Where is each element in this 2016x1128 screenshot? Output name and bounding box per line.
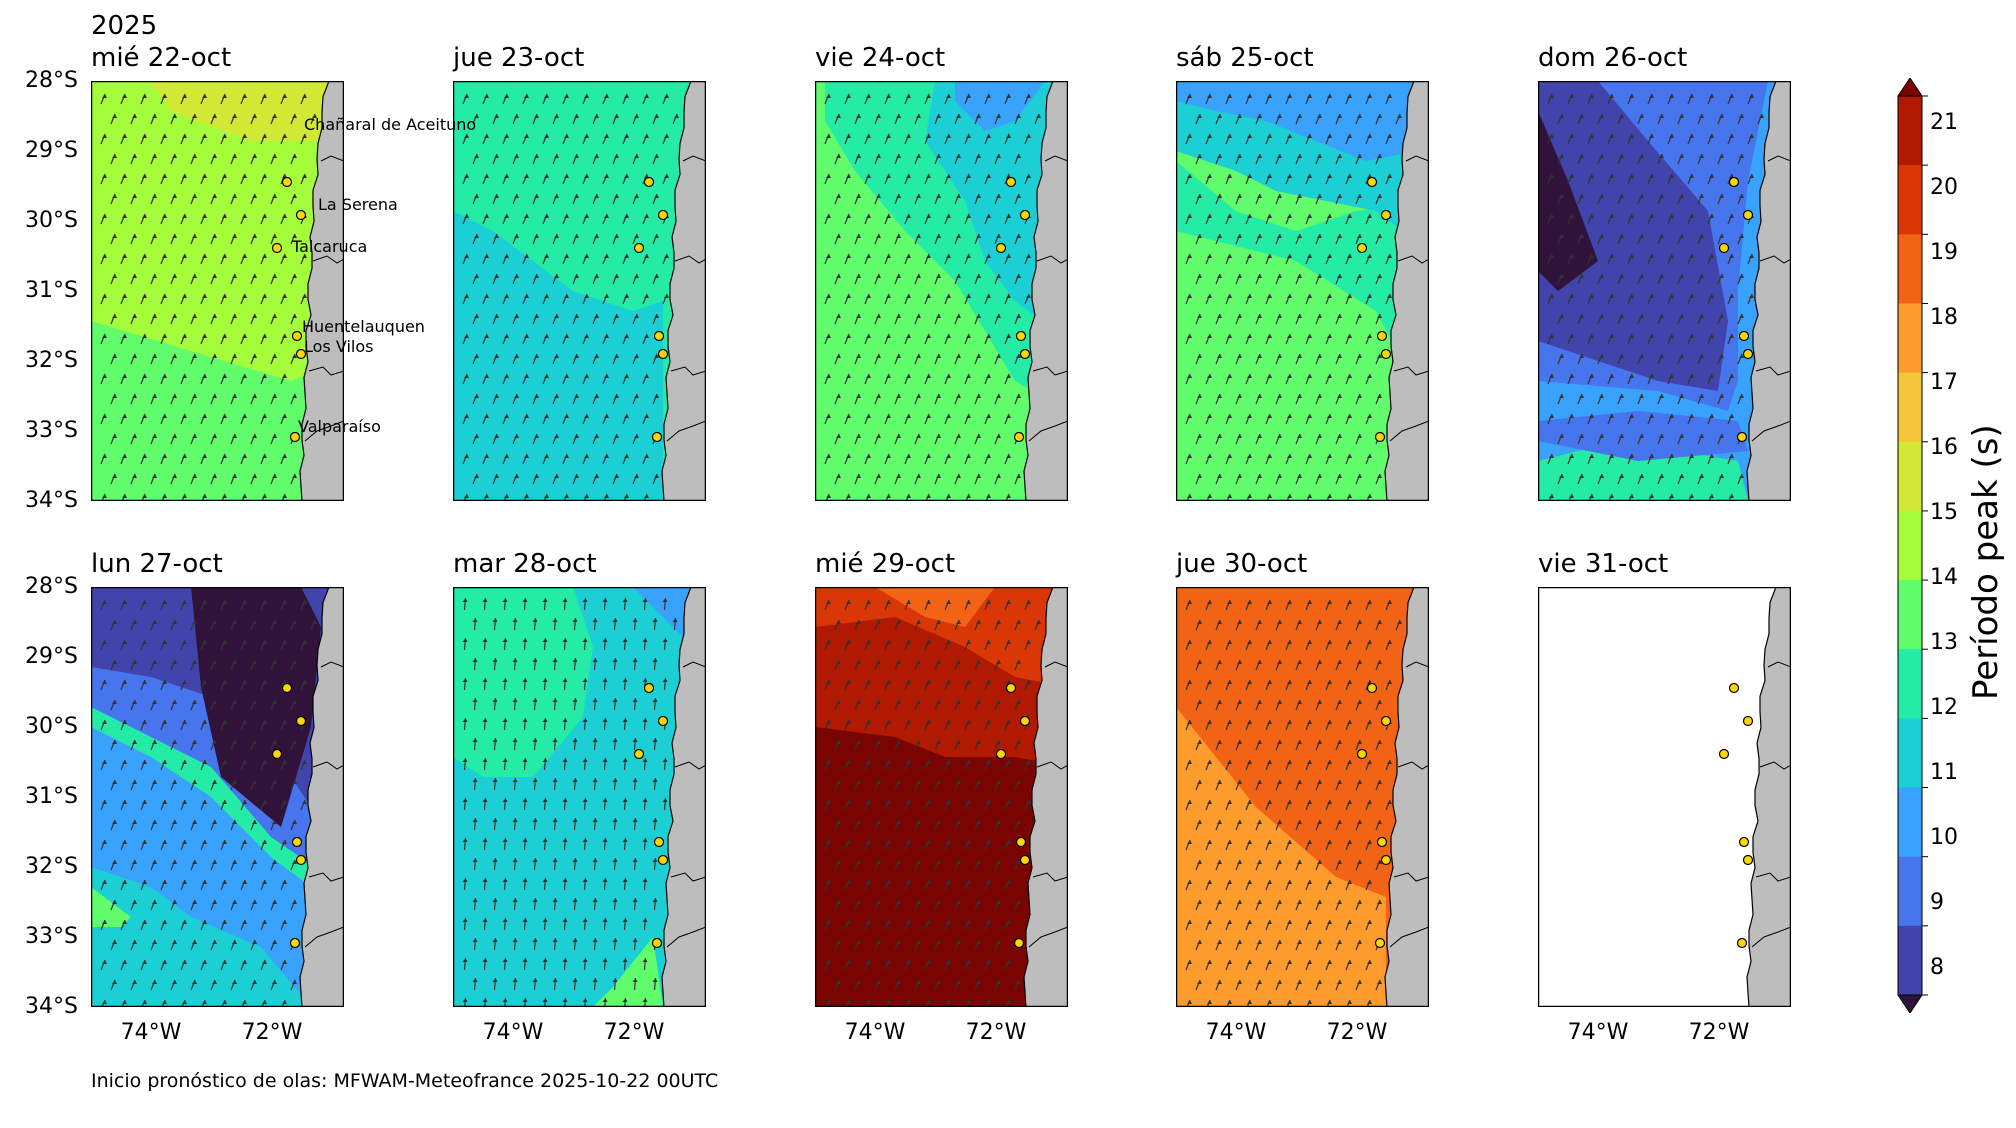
lat-tick: 30°S <box>25 714 78 739</box>
lon-tick: 72°W <box>965 1020 1027 1045</box>
map-panel <box>1176 587 1429 1007</box>
map-panel <box>91 587 344 1007</box>
lon-tick: 74°W <box>1567 1020 1629 1045</box>
colorbar-label: Período peak (s) <box>1966 424 2006 700</box>
city-label: Valparaíso <box>298 417 381 436</box>
colorbar-tick: 9 <box>1930 890 1944 915</box>
lat-tick: 33°S <box>25 418 78 443</box>
colorbar-tick: 16 <box>1930 435 1958 460</box>
colorbar-tick: 8 <box>1930 955 1944 980</box>
lat-tick: 34°S <box>25 994 78 1019</box>
panel-title: vie 24-oct <box>815 43 946 73</box>
panel-title: mié 29-oct <box>815 549 956 579</box>
city-label: Chañaral de Aceituno <box>304 115 476 134</box>
colorbar-tick: 11 <box>1930 760 1958 785</box>
map-panel <box>1538 81 1791 501</box>
lat-tick: 30°S <box>25 208 78 233</box>
lon-tick: 72°W <box>1688 1020 1750 1045</box>
colorbar-tick: 14 <box>1930 565 1958 590</box>
panel-title: vie 31-oct <box>1538 549 1669 579</box>
panel-title: jue 30-oct <box>1176 549 1308 579</box>
footer-note: Inicio pronóstico de olas: MFWAM-Meteofr… <box>91 1070 719 1092</box>
lat-tick: 32°S <box>25 348 78 373</box>
year-label: 2025 <box>91 11 158 41</box>
panel-title: dom 26-oct <box>1538 43 1688 73</box>
colorbar-tick: 12 <box>1930 695 1958 720</box>
lat-tick: 34°S <box>25 488 78 513</box>
lon-tick: 72°W <box>1326 1020 1388 1045</box>
map-panel <box>453 587 706 1007</box>
colorbar-tick: 13 <box>1930 630 1958 655</box>
lat-tick: 31°S <box>25 784 78 809</box>
map-panel <box>815 81 1068 501</box>
panel-title: mar 28-oct <box>453 549 597 579</box>
map-panel <box>453 81 706 501</box>
city-label: Huentelauquen <box>302 317 425 336</box>
colorbar-tick: 21 <box>1930 110 1958 135</box>
map-panel <box>1538 587 1791 1007</box>
colorbar-tick: 18 <box>1930 305 1958 330</box>
map-panel <box>91 81 344 501</box>
city-label: Los Vilos <box>304 337 373 356</box>
colorbar-tick: 17 <box>1930 370 1958 395</box>
colorbar <box>1897 78 1928 1013</box>
lon-tick: 74°W <box>482 1020 544 1045</box>
lat-tick: 28°S <box>25 574 78 599</box>
lon-tick: 74°W <box>120 1020 182 1045</box>
city-label: Talcaruca <box>291 237 367 256</box>
lat-tick: 29°S <box>25 644 78 669</box>
panel-title: sáb 25-oct <box>1176 43 1314 73</box>
lon-tick: 72°W <box>241 1020 303 1045</box>
map-panel <box>815 587 1068 1007</box>
lon-tick: 72°W <box>603 1020 665 1045</box>
lat-tick: 29°S <box>25 138 78 163</box>
colorbar-tick: 19 <box>1930 240 1958 265</box>
lat-tick: 33°S <box>25 924 78 949</box>
colorbar-tick: 10 <box>1930 825 1958 850</box>
map-panel <box>1176 81 1429 501</box>
city-label: La Serena <box>318 195 398 214</box>
panel-title: lun 27-oct <box>91 549 223 579</box>
colorbar-tick: 15 <box>1930 500 1958 525</box>
panel-title: mié 22-oct <box>91 43 232 73</box>
lat-tick: 28°S <box>25 68 78 93</box>
lat-tick: 32°S <box>25 854 78 879</box>
lon-tick: 74°W <box>844 1020 906 1045</box>
lat-tick: 31°S <box>25 278 78 303</box>
lon-tick: 74°W <box>1205 1020 1267 1045</box>
colorbar-tick: 20 <box>1930 175 1958 200</box>
city-labels: Chañaral de Aceituno La Serena Talcaruca… <box>291 115 476 436</box>
panel-title: jue 23-oct <box>453 43 585 73</box>
